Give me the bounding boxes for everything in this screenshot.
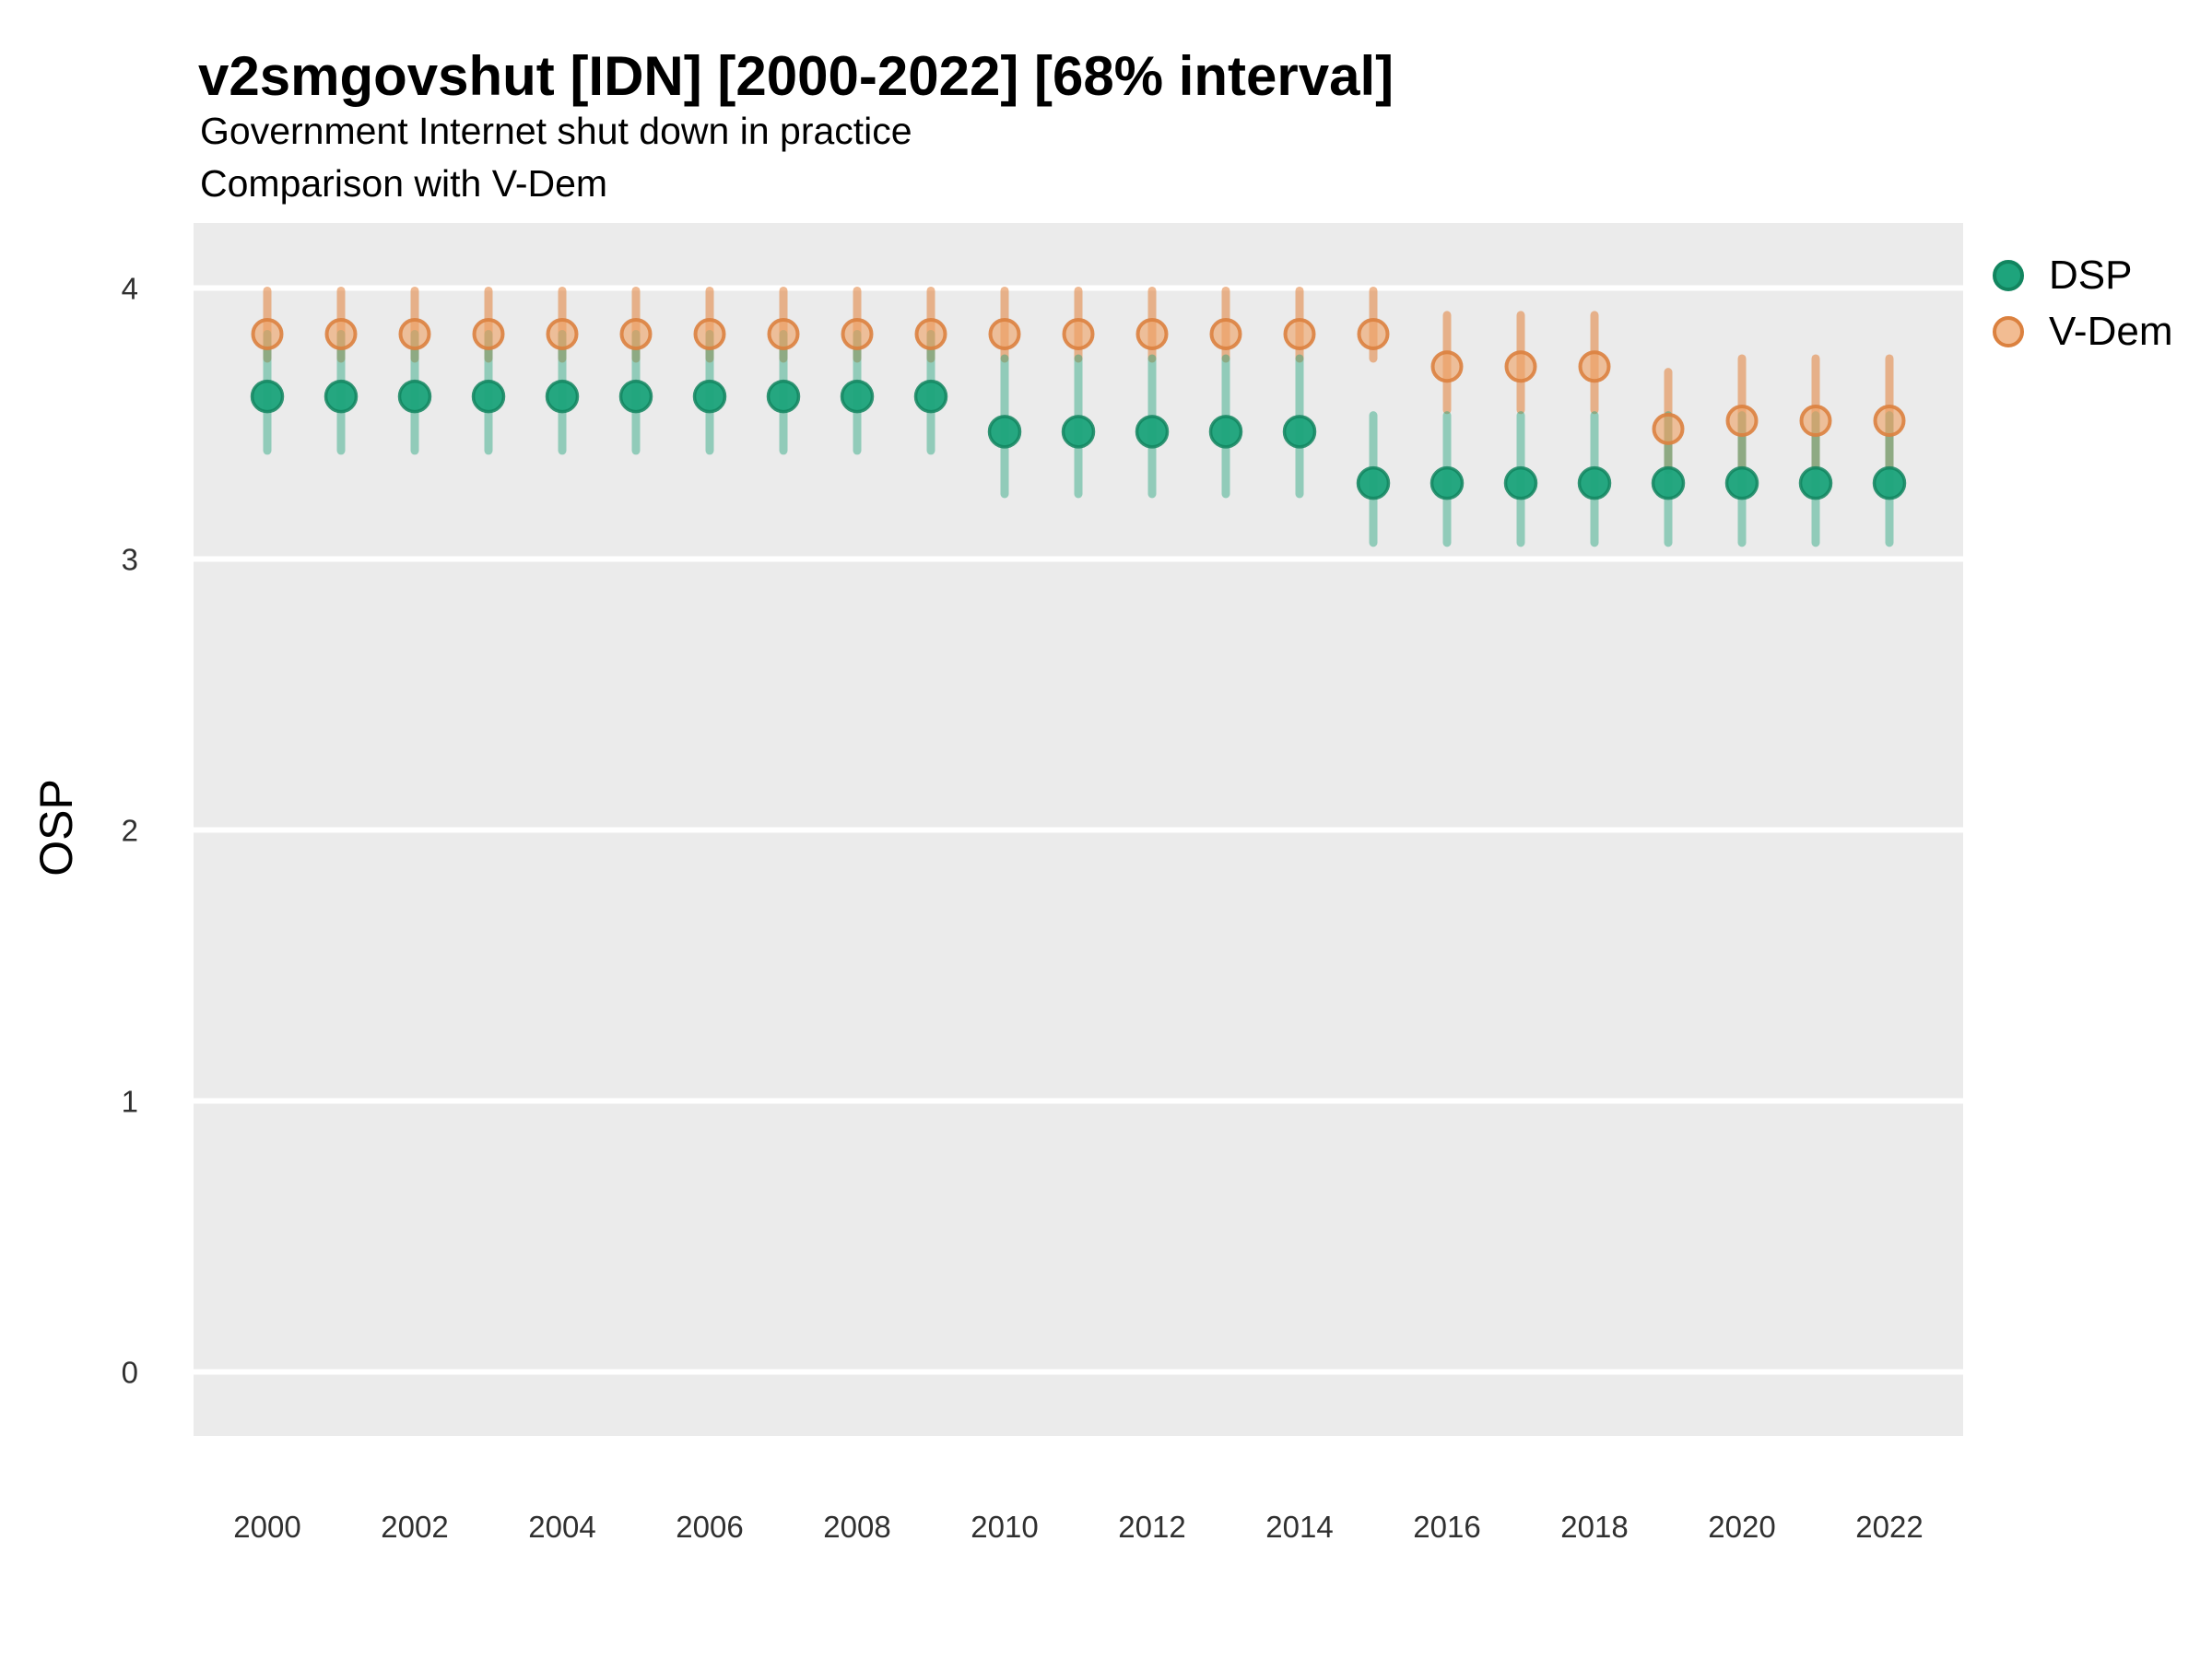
vdem-point-2010 <box>988 317 1021 350</box>
vdem-point-2012 <box>1135 317 1169 350</box>
vdem-point-2003 <box>472 317 505 350</box>
vdem-point-2007 <box>767 317 800 350</box>
x-tick-label-2018: 2018 <box>1560 1510 1628 1544</box>
x-tick-label-2006: 2006 <box>676 1510 743 1544</box>
dsp-point-2002 <box>397 379 432 414</box>
vdem-point-2013 <box>1209 317 1242 350</box>
x-tick-label-2016: 2016 <box>1413 1510 1480 1544</box>
dsp-point-2018 <box>1577 465 1612 500</box>
dsp-point-2008 <box>840 379 875 414</box>
dsp-point-2009 <box>913 379 948 414</box>
dsp-point-2016 <box>1430 465 1465 500</box>
dsp-point-2015 <box>1356 465 1391 500</box>
dsp-point-2006 <box>692 379 727 414</box>
y-tick-label-2: 2 <box>122 814 138 848</box>
vdem-legend-dot-icon <box>1993 316 2024 347</box>
legend-item-vdem: V-Dem <box>1993 309 2172 355</box>
x-tick-label-2000: 2000 <box>233 1510 300 1544</box>
chart-subtitle-line2: Comparison with V-Dem <box>200 162 608 205</box>
vdem-point-2004 <box>546 317 579 350</box>
x-tick-label-2004: 2004 <box>528 1510 595 1544</box>
legend-label-dsp: DSP <box>2049 253 2133 298</box>
dsp-point-2004 <box>545 379 580 414</box>
vdem-point-2020 <box>1725 405 1759 438</box>
chart-subtitle-line1: Government Internet shut down in practic… <box>200 110 912 152</box>
vdem-point-2019 <box>1652 412 1685 445</box>
y-tick-label-3: 3 <box>122 543 138 577</box>
x-tick-label-2014: 2014 <box>1265 1510 1333 1544</box>
dsp-point-2010 <box>987 415 1022 449</box>
vdem-point-2017 <box>1504 350 1537 383</box>
y-tick-label-0: 0 <box>122 1356 138 1390</box>
vdem-point-2005 <box>619 317 653 350</box>
vdem-point-2011 <box>1062 317 1095 350</box>
vdem-point-2009 <box>914 317 947 350</box>
dsp-point-2000 <box>250 379 285 414</box>
legend: DSP V-Dem <box>1993 253 2172 365</box>
x-tick-label-2022: 2022 <box>1855 1510 1923 1544</box>
dsp-point-2019 <box>1651 465 1686 500</box>
legend-label-vdem: V-Dem <box>2049 309 2173 354</box>
dsp-point-2001 <box>324 379 359 414</box>
vdem-point-2001 <box>324 317 358 350</box>
dsp-point-2014 <box>1282 415 1317 449</box>
dsp-point-2017 <box>1503 465 1538 500</box>
x-tick-label-2008: 2008 <box>823 1510 890 1544</box>
vdem-point-2021 <box>1799 405 1832 438</box>
vdem-point-2016 <box>1430 350 1464 383</box>
dsp-point-2011 <box>1061 415 1096 449</box>
vdem-point-2006 <box>693 317 726 350</box>
dsp-point-2007 <box>766 379 801 414</box>
dsp-point-2013 <box>1208 415 1243 449</box>
legend-item-dsp: DSP <box>1993 253 2172 299</box>
y-tick-label-1: 1 <box>122 1085 138 1119</box>
dsp-point-2005 <box>618 379 653 414</box>
y-axis-title: OSP <box>30 779 82 877</box>
vdem-point-2018 <box>1578 350 1611 383</box>
x-tick-label-2020: 2020 <box>1708 1510 1775 1544</box>
x-tick-label-2012: 2012 <box>1118 1510 1185 1544</box>
vdem-point-2000 <box>251 317 284 350</box>
vdem-point-2022 <box>1873 405 1906 438</box>
dsp-point-2020 <box>1724 465 1759 500</box>
vdem-point-2015 <box>1357 317 1390 350</box>
dsp-legend-dot-icon <box>1993 260 2024 291</box>
dsp-point-2022 <box>1872 465 1907 500</box>
vdem-point-2008 <box>841 317 874 350</box>
vdem-point-2014 <box>1283 317 1316 350</box>
y-tick-label-4: 4 <box>122 272 138 306</box>
dsp-point-2003 <box>471 379 506 414</box>
x-tick-label-2002: 2002 <box>381 1510 448 1544</box>
chart-title: v2smgovshut [IDN] [2000-2022] [68% inter… <box>198 45 1394 107</box>
dsp-point-2012 <box>1135 415 1170 449</box>
vdem-point-2002 <box>398 317 431 350</box>
x-tick-label-2010: 2010 <box>971 1510 1038 1544</box>
dsp-point-2021 <box>1798 465 1833 500</box>
